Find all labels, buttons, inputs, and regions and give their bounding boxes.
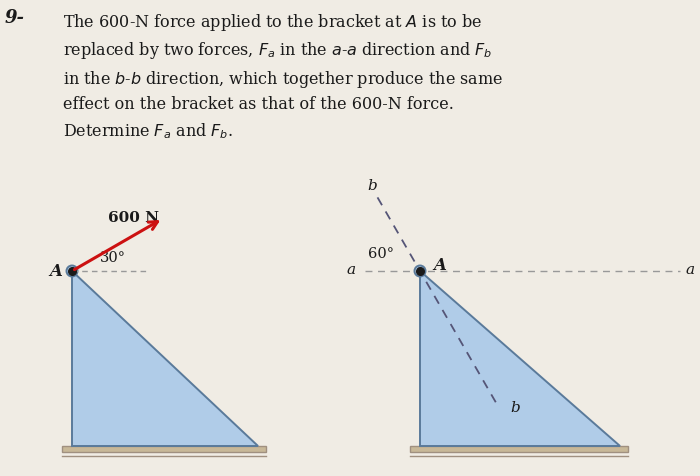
Polygon shape xyxy=(72,271,258,446)
Text: b: b xyxy=(510,400,520,415)
Text: The 600-N force applied to the bracket at $A$ is to be
replaced by two forces, $: The 600-N force applied to the bracket a… xyxy=(63,12,503,140)
Text: A: A xyxy=(433,257,447,274)
Text: a: a xyxy=(685,262,694,277)
Text: 30°: 30° xyxy=(100,250,126,265)
Circle shape xyxy=(414,266,426,277)
Text: b: b xyxy=(368,179,377,193)
Text: a: a xyxy=(346,262,356,277)
Text: 60°: 60° xyxy=(368,247,394,260)
Text: 9-: 9- xyxy=(5,9,25,27)
Circle shape xyxy=(66,266,78,277)
FancyBboxPatch shape xyxy=(62,446,266,452)
Text: 600 N: 600 N xyxy=(108,210,159,225)
FancyBboxPatch shape xyxy=(410,446,628,452)
Polygon shape xyxy=(420,271,620,446)
Text: A: A xyxy=(50,263,62,280)
